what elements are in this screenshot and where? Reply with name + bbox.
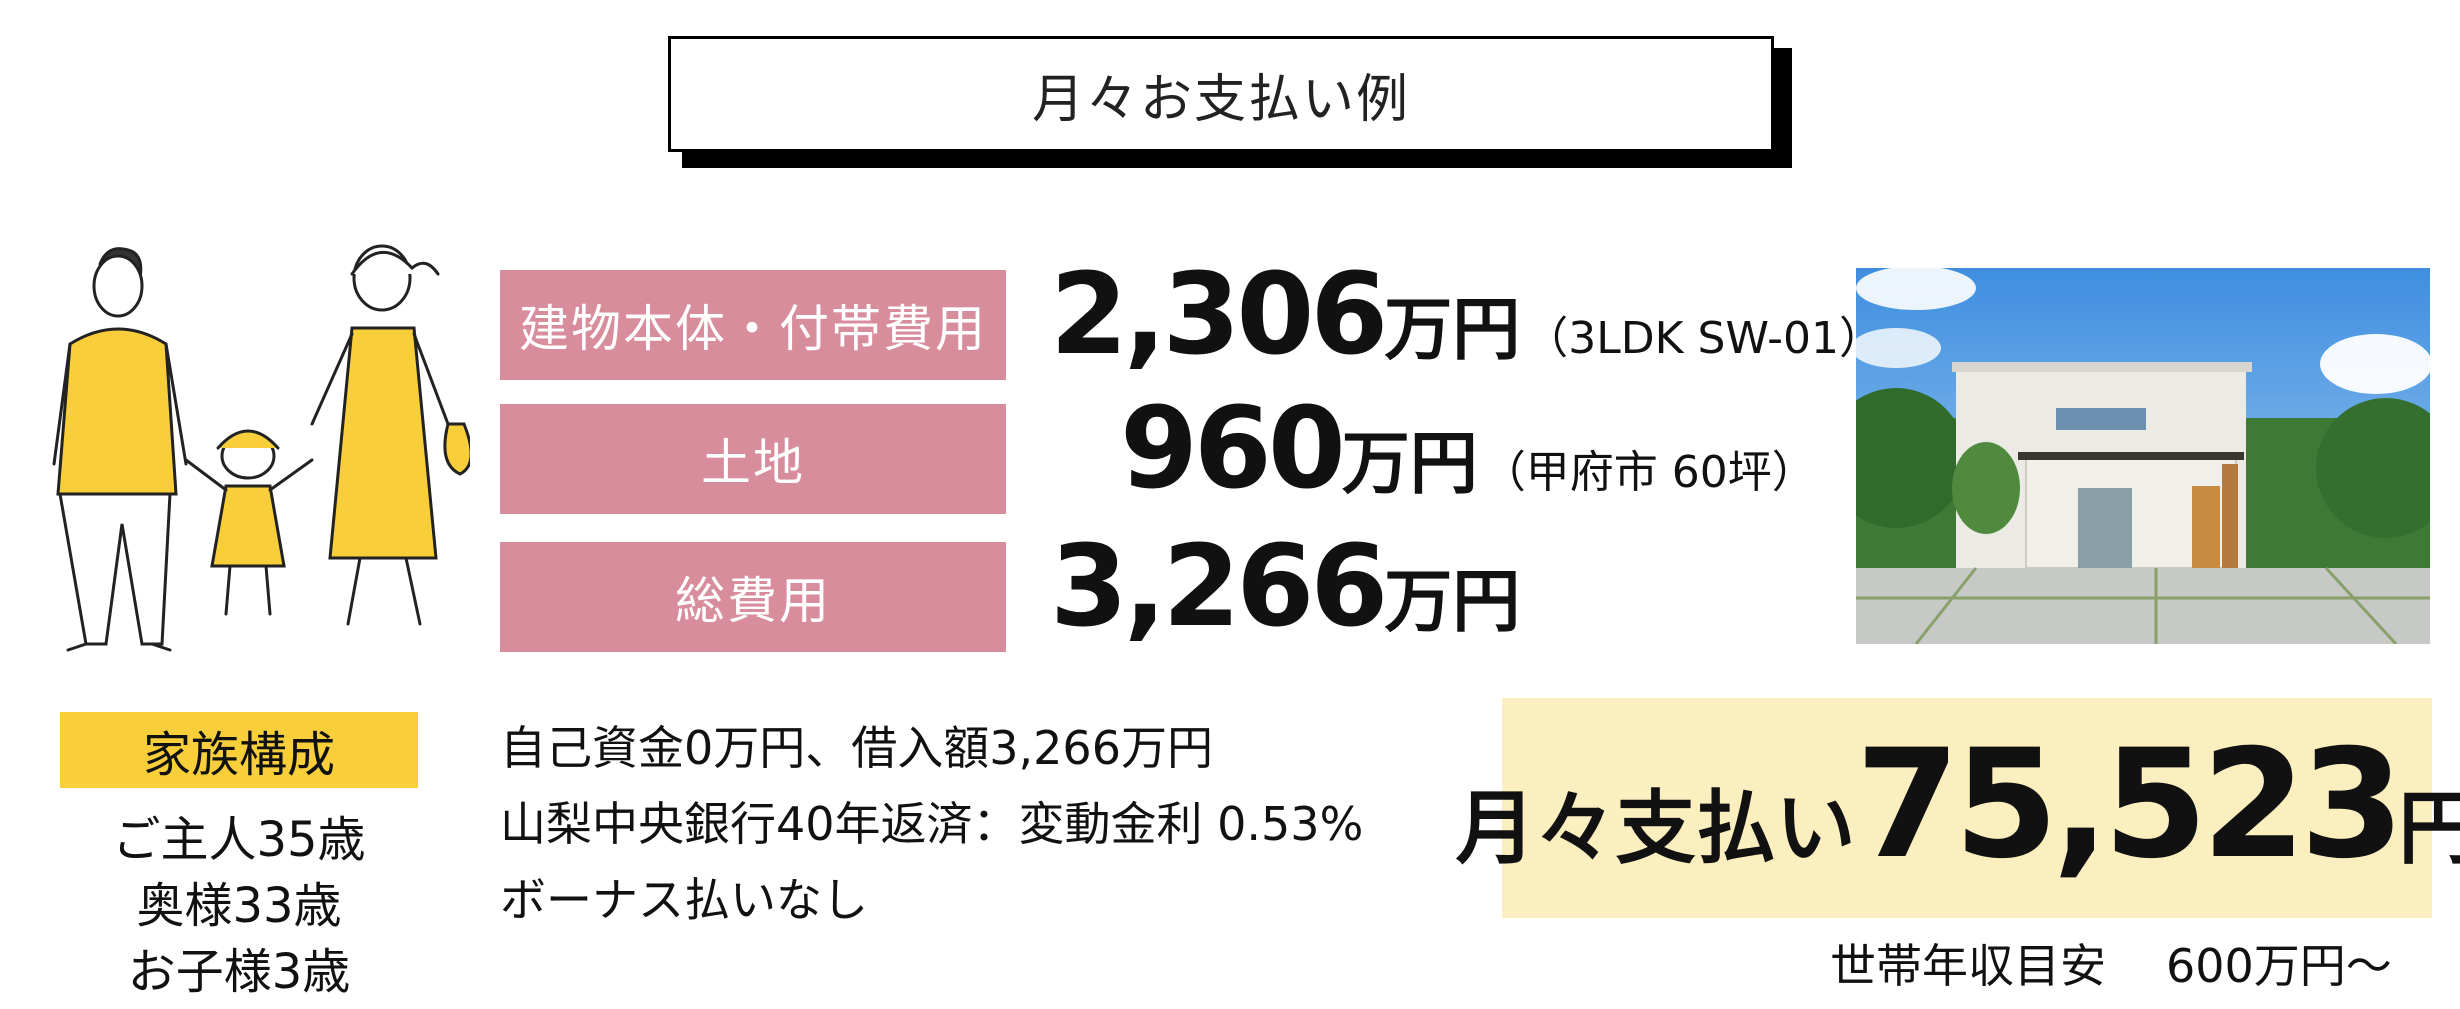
land-cost-value: 960 [1120, 384, 1346, 514]
building-cost-label: 建物本体・付帯費用 [500, 270, 1006, 380]
household-income-guide: 世帯年収目安 600万円～ [1830, 930, 2392, 996]
family-illustration [52, 244, 470, 652]
total-cost-value: 3,266 [1050, 522, 1388, 652]
land-cost-note: （甲府市 60坪） [1481, 447, 1816, 498]
land-cost-amount: 960万円（甲府市 60坪） [1120, 384, 1816, 514]
loan-condition-line: 自己資金0万円、借入額3,266万円 [500, 721, 1213, 775]
page-title: 月々お支払い例 [668, 36, 1774, 152]
monthly-payment-amount: 75,523 [1855, 718, 2405, 892]
total-cost-label: 総費用 [500, 542, 1006, 652]
building-cost-note: （3LDK SW-01） [1524, 313, 1884, 364]
land-cost-unit: 万円 [1341, 425, 1478, 504]
total-cost-amount: 3,266万円 [1050, 522, 1520, 652]
monthly-payment-box: 月々支払い 75,523 円 [1456, 698, 2460, 918]
income-value: 600万円～ [2166, 939, 2392, 993]
loan-condition-line: ボーナス払いなし [500, 873, 868, 927]
house-photo [1856, 268, 2430, 644]
family-composition-label: 家族構成 [60, 712, 418, 788]
land-cost-label: 土地 [500, 404, 1006, 514]
building-cost-amount: 2,306万円（3LDK SW-01） [1050, 250, 1883, 380]
building-cost-value: 2,306 [1050, 250, 1388, 380]
total-cost-unit: 万円 [1384, 563, 1521, 642]
family-member-husband: ご主人35歳 [112, 812, 366, 868]
family-member-child: お子様3歳 [127, 944, 351, 1000]
family-member-wife: 奥様33歳 [136, 878, 342, 934]
loan-condition-line: 山梨中央銀行40年返済：変動金利 0.53% [500, 797, 1364, 851]
building-cost-unit: 万円 [1384, 291, 1521, 370]
monthly-payment-label: 月々支払い [1455, 782, 1856, 875]
income-label: 世帯年収目安 [1830, 939, 2106, 993]
monthly-payment-unit: 円 [2398, 782, 2460, 875]
